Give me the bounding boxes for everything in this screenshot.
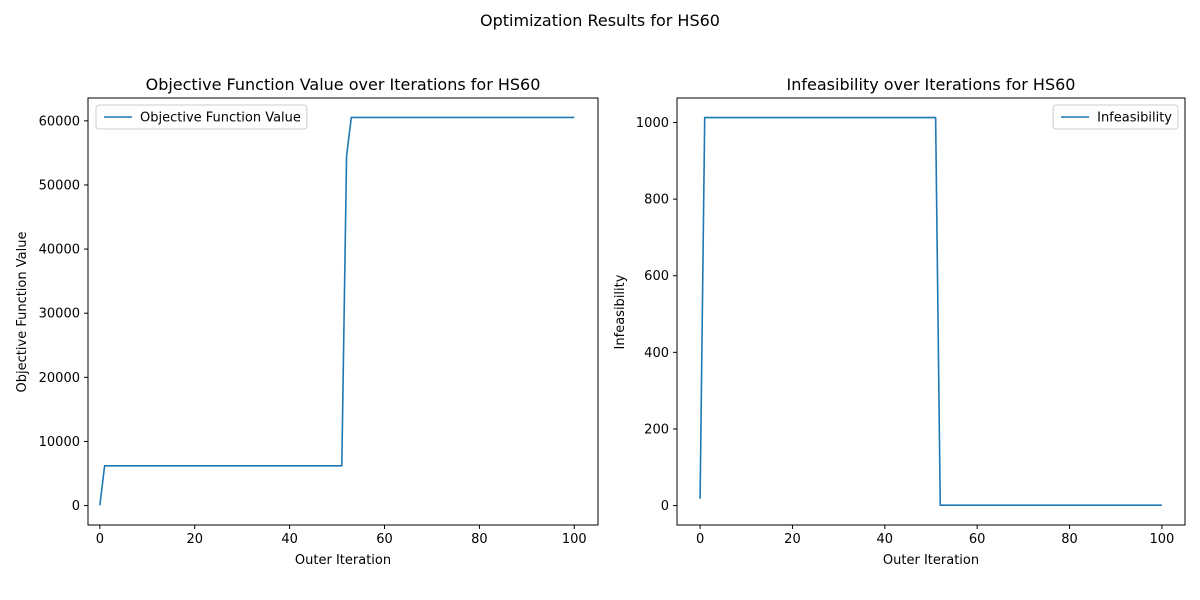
infeasibility-y-tick-label: 800 [644, 193, 669, 208]
objective-axes-frame [87, 97, 599, 526]
infeasibility-chart-title: Infeasibility over Iterations for HS60 [787, 75, 1076, 94]
objective-y-tick-label: 30000 [39, 307, 80, 322]
infeasibility-x-tick-label: 80 [1061, 532, 1078, 547]
infeasibility-x-tick-label: 20 [784, 532, 801, 547]
objective-y-tick-label: 0 [72, 499, 80, 514]
infeasibility-legend-label: Infeasibility [1097, 111, 1172, 126]
infeasibility-axes-frame [676, 97, 1186, 526]
infeasibility-y-tick-label: 600 [644, 269, 669, 284]
infeasibility-x-tick-label: 100 [1149, 532, 1174, 547]
objective-y-tick-label: 40000 [39, 243, 80, 258]
objective-x-axis-label: Outer Iteration [295, 553, 391, 568]
objective-x-tick-label: 20 [186, 532, 203, 547]
infeasibility-x-tick-label: 0 [696, 532, 704, 547]
infeasibility-legend-box [1052, 104, 1179, 130]
infeasibility-x-tick-label: 60 [969, 532, 986, 547]
objective-x-tick-label: 40 [281, 532, 298, 547]
infeasibility-x-tick-label: 40 [877, 532, 894, 547]
objective-y-tick-label: 10000 [39, 435, 80, 450]
infeasibility-x-axis-label: Outer Iteration [883, 553, 979, 568]
objective-x-tick-label: 0 [96, 532, 104, 547]
infeasibility-y-tick-label: 400 [644, 346, 669, 361]
objective-x-tick-label: 80 [471, 532, 488, 547]
objective-legend-box [95, 104, 308, 130]
objective-chart-title: Objective Function Value over Iterations… [146, 75, 541, 94]
infeasibility-legend: Infeasibility [1052, 104, 1179, 130]
infeasibility-y-tick-label: 0 [661, 499, 669, 514]
objective-x-tick-label: 100 [562, 532, 587, 547]
objective-y-tick-label: 60000 [39, 114, 80, 129]
infeasibility-y-tick-label: 200 [644, 422, 669, 437]
objective-plot-area: 0 20 40 60 80 100 0 10000 20000 30000 40000 50000 60… [39, 97, 599, 547]
objective-x-tick-label: 60 [376, 532, 393, 547]
objective-y-tick-label: 20000 [39, 371, 80, 386]
infeasibility-series-line-0 [699, 116, 1162, 507]
objective-y-tick-label: 50000 [39, 178, 80, 193]
figure-title: Optimization Results for HS60 [480, 11, 720, 30]
infeasibility-y-tick-label: 1000 [636, 116, 669, 131]
objective-series-line-0 [99, 116, 575, 506]
infeasibility-chart: Infeasibility over Iterations for HS60 0… [613, 75, 1186, 568]
objective-legend: Objective Function Value [95, 104, 308, 130]
objective-legend-label: Objective Function Value [140, 111, 301, 126]
objective-y-axis-label: Objective Function Value [15, 232, 30, 393]
infeasibility-y-axis-label: Infeasibility [613, 274, 628, 349]
objective-chart: Objective Function Value over Iterations… [15, 75, 599, 568]
